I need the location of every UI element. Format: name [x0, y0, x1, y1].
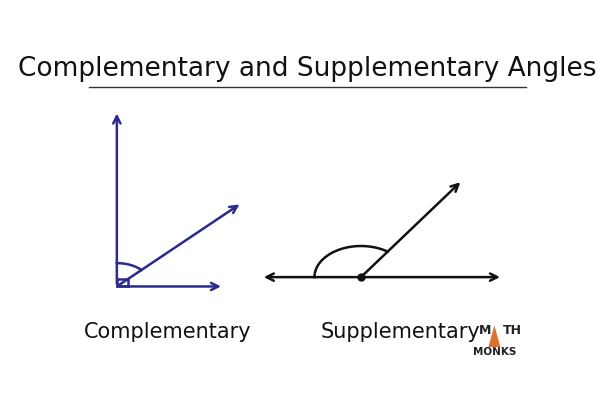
Text: Complementary and Supplementary Angles: Complementary and Supplementary Angles: [18, 56, 597, 82]
Text: TH: TH: [502, 324, 521, 337]
Text: Complementary: Complementary: [84, 322, 252, 341]
Text: Supplementary: Supplementary: [320, 322, 481, 341]
Polygon shape: [488, 325, 500, 347]
Text: M: M: [479, 324, 491, 337]
Text: MONKS: MONKS: [473, 347, 516, 357]
